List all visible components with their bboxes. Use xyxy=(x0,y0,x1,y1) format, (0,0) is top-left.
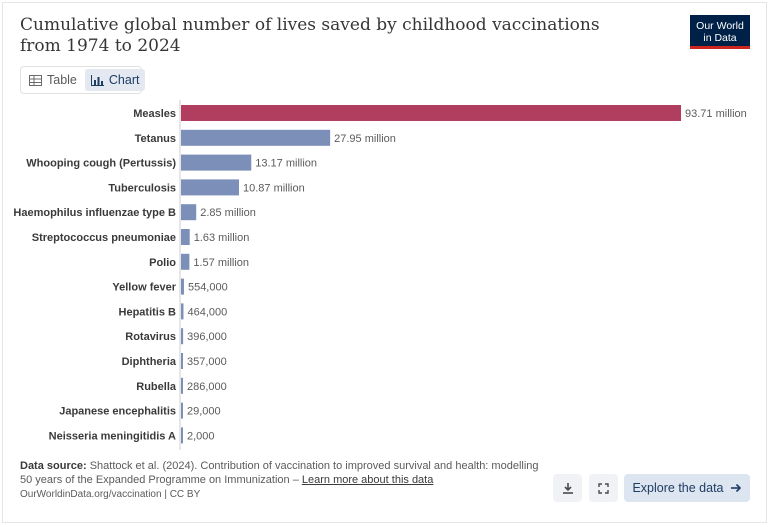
value-label: 29,000 xyxy=(187,406,221,418)
tab-chart[interactable]: Chart xyxy=(84,69,146,91)
category-label: Polio xyxy=(149,257,176,269)
fullscreen-button[interactable] xyxy=(589,474,618,502)
bar[interactable] xyxy=(181,278,184,295)
bar[interactable] xyxy=(181,179,239,196)
source-label: Data source: xyxy=(20,460,87,472)
category-label: Rubella xyxy=(136,381,177,393)
footer: Data source: Shattock et al. (2024). Con… xyxy=(20,459,540,502)
view-tabs: Table Chart xyxy=(20,66,146,94)
category-label: Japanese encephalitis xyxy=(59,406,176,418)
value-label: 27.95 million xyxy=(334,133,396,145)
bar[interactable] xyxy=(181,105,681,121)
category-label: Streptococcus pneumoniae xyxy=(32,232,176,244)
bar[interactable] xyxy=(181,253,190,270)
category-label: Tuberculosis xyxy=(108,182,176,194)
tab-table[interactable]: Table xyxy=(23,69,83,91)
value-label: 2.85 million xyxy=(200,207,256,219)
learn-more-link[interactable]: Learn more about this data xyxy=(301,474,434,486)
bar-chart: Measles 93.71 million Tetanus 27.95 million… xyxy=(13,100,747,450)
logo-line-2: in Data xyxy=(703,32,737,44)
bar[interactable] xyxy=(181,353,183,369)
value-label: 286,000 xyxy=(187,381,227,393)
bar[interactable] xyxy=(181,427,183,444)
value-label: 10.87 million xyxy=(243,182,305,194)
category-label: Rotavirus xyxy=(125,331,176,343)
source-url[interactable]: OurWorldinData.org/vaccination | CC BY xyxy=(20,489,201,500)
value-label: 396,000 xyxy=(187,331,227,343)
chart-icon xyxy=(90,74,104,86)
category-label: Diphtheria xyxy=(122,356,177,368)
arrow-right-icon xyxy=(730,483,741,493)
explore-label: Explore the data xyxy=(632,481,724,495)
chart-title: Cumulative global number of lives saved … xyxy=(20,15,600,56)
source-text: Shattock et al. (2024). Contribution of … xyxy=(20,460,539,486)
bar[interactable] xyxy=(181,303,184,320)
bar[interactable] xyxy=(181,204,197,221)
value-label: 464,000 xyxy=(187,306,227,318)
bar[interactable] xyxy=(181,377,183,394)
value-label: 357,000 xyxy=(187,356,227,368)
owid-logo[interactable]: Our World in Data xyxy=(690,15,750,49)
bar[interactable] xyxy=(181,129,331,146)
category-label: Whooping cough (Pertussis) xyxy=(26,158,176,170)
download-button[interactable] xyxy=(553,474,582,502)
table-icon xyxy=(29,74,42,86)
category-label: Yellow fever xyxy=(112,282,176,294)
bar[interactable] xyxy=(181,154,252,171)
value-label: 554,000 xyxy=(188,282,228,294)
logo-line-1: Our World xyxy=(696,20,744,32)
tab-table-label: Table xyxy=(47,73,77,87)
bar[interactable] xyxy=(181,402,183,419)
category-label: Neisseria meningitidis A xyxy=(49,430,176,442)
explore-data-button[interactable]: Explore the data xyxy=(624,474,750,502)
bar[interactable] xyxy=(181,229,190,245)
value-label: 1.63 million xyxy=(194,232,250,244)
tab-chart-label: Chart xyxy=(108,73,140,87)
category-label: Haemophilus influenzae type B xyxy=(13,207,176,219)
value-label: 1.57 million xyxy=(193,257,249,269)
download-icon xyxy=(562,483,573,494)
value-label: 13.17 million xyxy=(255,158,317,170)
category-label: Tetanus xyxy=(135,133,176,145)
value-label: 93.71 million xyxy=(685,108,747,120)
category-label: Measles xyxy=(133,108,176,120)
category-label: Hepatitis B xyxy=(119,306,177,318)
value-label: 2,000 xyxy=(187,430,215,442)
bar[interactable] xyxy=(181,328,184,345)
fullscreen-icon xyxy=(598,482,609,494)
